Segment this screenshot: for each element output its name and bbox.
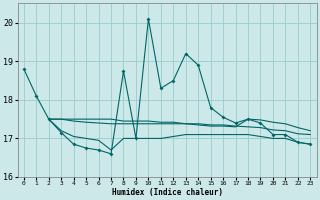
- X-axis label: Humidex (Indice chaleur): Humidex (Indice chaleur): [112, 188, 223, 197]
